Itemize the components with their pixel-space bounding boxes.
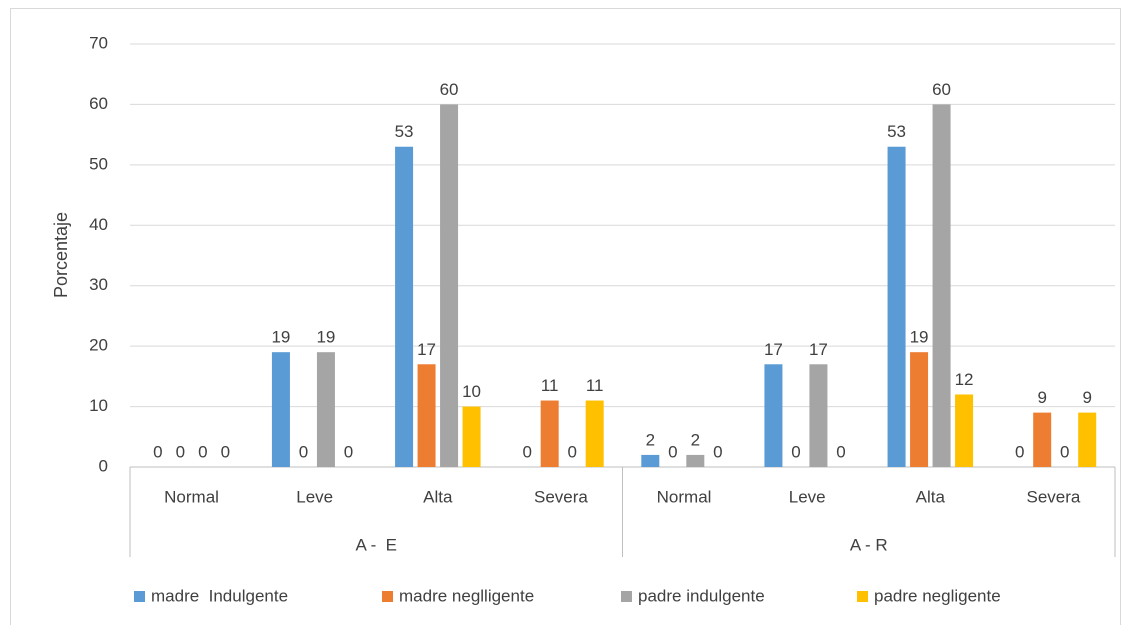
bar [910, 352, 929, 467]
bar [686, 454, 705, 467]
data-label: 53 [395, 122, 414, 141]
data-label: 19 [316, 328, 335, 347]
x-tick-label: Alta [916, 487, 946, 506]
bar [271, 352, 290, 467]
data-label: 17 [764, 340, 783, 359]
bar [440, 104, 459, 467]
bar [641, 454, 660, 467]
data-label: 0 [299, 442, 308, 461]
data-label: 19 [910, 328, 929, 347]
data-label: 12 [955, 370, 974, 389]
data-label: 60 [440, 80, 459, 99]
group-label: A - E [355, 535, 397, 554]
bar [1033, 412, 1052, 467]
bar [585, 400, 604, 467]
data-label: 0 [221, 442, 230, 461]
bar [540, 400, 559, 467]
data-label: 0 [1060, 442, 1069, 461]
y-tick-label: 70 [89, 33, 108, 52]
group-label: A - R [850, 535, 888, 554]
y-tick-label: 40 [89, 215, 108, 234]
data-label: 0 [1015, 442, 1024, 461]
bar [417, 364, 436, 467]
data-label: 19 [271, 328, 290, 347]
bar [1078, 412, 1097, 467]
data-label: 17 [809, 340, 828, 359]
x-tick-label: Leve [296, 487, 333, 506]
bar [462, 406, 481, 467]
data-label: 0 [522, 442, 531, 461]
y-tick-label: 20 [89, 336, 108, 355]
legend-swatch [857, 591, 868, 602]
x-tick-label: Normal [657, 487, 712, 506]
x-tick-label: Severa [1027, 487, 1081, 506]
data-label: 9 [1082, 388, 1091, 407]
y-tick-label: 50 [89, 154, 108, 173]
y-axis-label: Porcentaje [51, 212, 71, 298]
data-label: 0 [176, 442, 185, 461]
x-tick-label: Leve [789, 487, 826, 506]
data-label: 0 [836, 442, 845, 461]
data-label: 2 [691, 430, 700, 449]
data-label: 60 [932, 80, 951, 99]
bar [955, 394, 974, 467]
y-tick-label: 10 [89, 396, 108, 415]
data-label: 11 [541, 376, 559, 395]
data-label: 0 [198, 442, 207, 461]
data-label: 9 [1037, 388, 1046, 407]
legend-label: madre Indulgente [151, 586, 288, 605]
legend-label: padre indulgente [638, 586, 765, 605]
y-tick-label: 30 [89, 275, 108, 294]
chart-frame [10, 8, 1121, 625]
data-label: 2 [646, 430, 655, 449]
data-label: 0 [713, 442, 722, 461]
legend-swatch [621, 591, 632, 602]
y-tick-label: 60 [89, 94, 108, 113]
bar [316, 352, 335, 467]
legend-label: madre neglligente [399, 586, 534, 605]
legend-swatch [382, 591, 393, 602]
data-label: 11 [586, 376, 604, 395]
data-label: 0 [668, 442, 677, 461]
x-tick-label: Severa [534, 487, 588, 506]
bar [395, 146, 414, 467]
data-label: 0 [344, 442, 353, 461]
bar [764, 364, 783, 467]
y-tick-label: 0 [99, 456, 108, 475]
data-label: 10 [462, 382, 481, 401]
legend-label: padre negligente [874, 586, 1001, 605]
bar [887, 146, 906, 467]
x-tick-label: Normal [164, 487, 219, 506]
data-label: 53 [887, 122, 906, 141]
data-label: 0 [567, 442, 576, 461]
x-tick-label: Alta [423, 487, 453, 506]
legend-swatch [134, 591, 145, 602]
bar [932, 104, 951, 467]
bar [809, 364, 828, 467]
data-label: 0 [153, 442, 162, 461]
data-label: 17 [417, 340, 436, 359]
data-label: 0 [791, 442, 800, 461]
